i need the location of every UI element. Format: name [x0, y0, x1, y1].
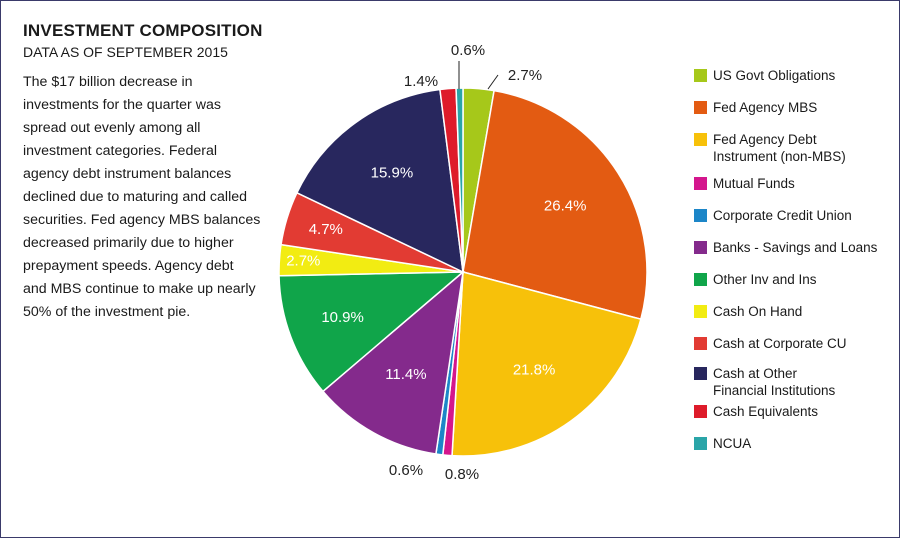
- legend-swatch: [694, 101, 707, 114]
- legend-label: Banks - Savings and Loans: [713, 240, 878, 255]
- legend-swatch: [694, 273, 707, 286]
- legend-item-7: Other Inv and Ins: [694, 271, 883, 288]
- legend-label: Corporate Credit Union: [713, 208, 852, 223]
- pie-slice-2: [462, 89, 648, 321]
- legend-swatch: [694, 177, 707, 190]
- slice-label-11: 1.4%: [404, 73, 438, 90]
- legend-item-3: Fed Agency Debt Instrument (non-MBS): [694, 131, 883, 165]
- legend-item-5: Corporate Credit Union: [694, 207, 883, 224]
- slice-label-6: 11.4%: [385, 366, 426, 383]
- pie-slice-12: [455, 87, 464, 273]
- legend-swatch: [694, 69, 707, 82]
- legend-swatch: [694, 405, 707, 418]
- legend-item-4: Mutual Funds: [694, 175, 883, 192]
- leader-line-1: [487, 74, 499, 90]
- chart-title: INVESTMENT COMPOSITION: [23, 21, 263, 40]
- legend-item-12: NCUA: [694, 435, 883, 452]
- legend-swatch: [694, 241, 707, 254]
- legend-item-10: Cash at Other Financial Institutions: [694, 365, 883, 399]
- slice-label-9: 4.7%: [309, 221, 343, 238]
- pie-slice-10: [295, 88, 464, 274]
- legend-label: Fed Agency Debt Instrument (non-MBS): [713, 132, 846, 164]
- legend-swatch: [694, 337, 707, 350]
- description-text: The $17 billion decrease in investments …: [23, 74, 261, 320]
- legend-label: Fed Agency MBS: [713, 100, 818, 115]
- pie-slice-6: [321, 270, 465, 455]
- legend-label: Cash Equivalents: [713, 404, 819, 419]
- legend-swatch: [694, 209, 707, 222]
- legend-item-11: Cash Equivalents: [694, 403, 883, 420]
- slice-label-2: 26.4%: [544, 197, 587, 214]
- legend-item-1: US Govt Obligations: [694, 67, 883, 84]
- pie-slice-7: [278, 271, 466, 393]
- legend-swatch: [694, 437, 707, 450]
- slice-label-4: 0.8%: [445, 466, 479, 483]
- slice-label-5: 0.6%: [389, 462, 423, 479]
- legend-label: NCUA: [713, 436, 752, 451]
- legend-label: Cash On Hand: [713, 304, 803, 319]
- legend-label: Cash at Corporate CU: [713, 336, 847, 351]
- slice-label-7: 10.9%: [321, 309, 364, 326]
- slice-label-1: 2.7%: [508, 67, 542, 84]
- slice-label-10: 15.9%: [371, 165, 414, 182]
- legend-label: Cash at Other Financial Institutions: [713, 366, 836, 398]
- legend-item-8: Cash On Hand: [694, 303, 883, 320]
- slice-label-3: 21.8%: [513, 361, 556, 378]
- slice-label-8: 2.7%: [286, 253, 320, 270]
- legend-label: US Govt Obligations: [713, 68, 836, 83]
- legend-item-9: Cash at Corporate CU: [694, 335, 883, 352]
- legend-label: Mutual Funds: [713, 176, 795, 191]
- slice-label-12: 0.6%: [451, 42, 485, 59]
- pie-slice-3: [451, 271, 642, 457]
- legend-item-2: Fed Agency MBS: [694, 99, 883, 116]
- legend-item-6: Banks - Savings and Loans: [694, 239, 883, 256]
- legend-swatch: [694, 133, 707, 146]
- legend-swatch: [694, 305, 707, 318]
- legend-swatch: [694, 367, 707, 380]
- chart-subtitle: DATA AS OF SEPTEMBER 2015: [23, 44, 228, 60]
- legend-label: Other Inv and Ins: [713, 272, 817, 287]
